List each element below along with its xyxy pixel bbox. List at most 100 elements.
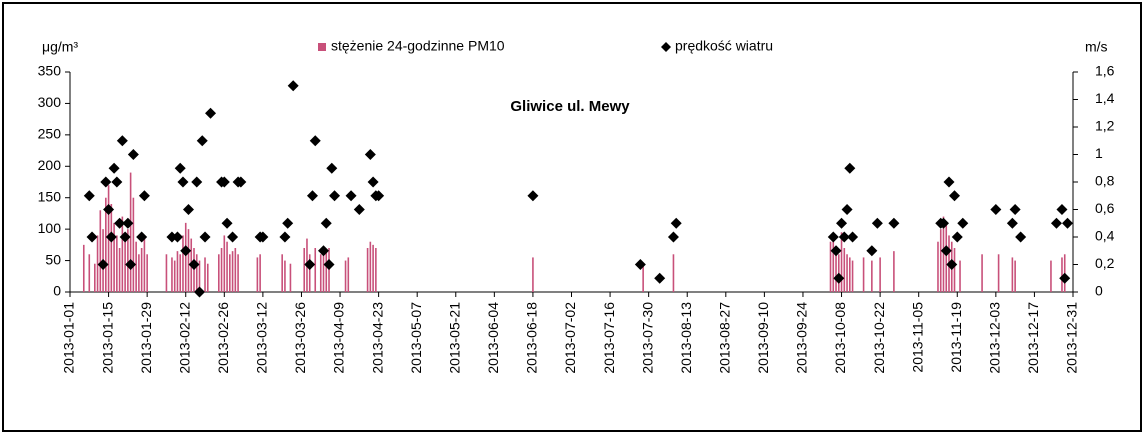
point	[667, 231, 679, 243]
bar	[939, 229, 942, 292]
point	[1061, 217, 1073, 229]
x-tick-label: 2013-06-04	[485, 302, 501, 374]
point	[105, 231, 117, 243]
point	[116, 135, 128, 147]
point	[364, 149, 376, 160]
bar	[82, 244, 85, 292]
point	[180, 245, 192, 257]
bar	[116, 235, 118, 292]
bar	[220, 248, 223, 292]
x-tick-label: 2013-08-27	[717, 302, 733, 374]
chart-title: Gliwice ul. Mewy	[510, 98, 630, 115]
point	[326, 162, 338, 174]
x-tick-label: 2013-07-30	[639, 302, 655, 374]
y2-tick-label: 0	[1095, 283, 1103, 299]
point	[937, 217, 949, 229]
point	[373, 190, 385, 202]
x-tick-label: 2013-10-08	[832, 302, 848, 374]
bar	[344, 260, 347, 292]
point	[1006, 217, 1018, 229]
point	[136, 231, 148, 243]
point	[957, 217, 969, 229]
point	[654, 272, 666, 284]
point	[990, 204, 1002, 215]
y-tick-label: 200	[38, 157, 62, 173]
bar	[184, 222, 187, 292]
point	[943, 176, 955, 188]
x-tick-label: 2013-08-13	[678, 302, 694, 374]
bar	[171, 257, 173, 292]
point	[1050, 217, 1062, 229]
point	[199, 231, 211, 243]
point	[196, 135, 208, 147]
y-tick-label: 300	[38, 94, 62, 110]
x-tick-label: 2013-10-22	[871, 302, 887, 374]
bar	[829, 241, 832, 292]
x-tick-label: 2013-12-31	[1064, 302, 1080, 374]
bar	[846, 254, 848, 292]
point	[946, 259, 958, 270]
bar	[303, 248, 306, 292]
point	[1009, 204, 1021, 215]
point	[1015, 231, 1027, 243]
bar	[314, 248, 317, 292]
point	[166, 231, 178, 243]
bar	[88, 254, 91, 292]
point	[114, 217, 126, 229]
point	[1059, 272, 1071, 284]
bar	[281, 254, 283, 292]
point	[949, 190, 961, 202]
x-tick-label: 2013-03-12	[254, 302, 270, 374]
point	[100, 176, 112, 188]
bar	[375, 248, 377, 292]
y2-tick-label: 1	[1095, 145, 1103, 161]
point	[833, 272, 845, 284]
bar	[223, 235, 226, 292]
bar	[124, 241, 126, 292]
point	[194, 286, 206, 298]
bar	[843, 248, 846, 292]
bar	[146, 254, 148, 292]
bar	[118, 248, 121, 292]
y2-tick-label: 1,2	[1095, 118, 1115, 134]
bar	[893, 251, 895, 292]
point	[318, 245, 330, 257]
y-axis-label: μg/m³	[42, 39, 78, 55]
y2-axis-label: m/s	[1085, 39, 1108, 55]
point	[871, 217, 883, 229]
x-tick-label: 2013-06-18	[524, 302, 540, 374]
point	[188, 259, 200, 270]
point	[108, 162, 120, 174]
bar	[234, 248, 237, 292]
bar	[347, 257, 350, 292]
x-tick-label: 2013-05-21	[446, 302, 462, 374]
bar	[140, 248, 143, 292]
legend-label: stężenie 24-godzinne PM10	[331, 38, 505, 54]
bar	[642, 263, 644, 292]
bar	[1061, 257, 1063, 292]
point	[218, 176, 230, 188]
bar	[93, 263, 96, 292]
bar	[871, 260, 873, 292]
x-tick-label: 2013-07-02	[562, 302, 578, 374]
point	[841, 204, 853, 215]
bar	[372, 244, 374, 292]
bar	[198, 260, 201, 292]
bar	[105, 197, 107, 292]
y2-tick-label: 1,6	[1095, 63, 1115, 79]
bar	[289, 263, 292, 292]
bar	[1014, 260, 1016, 292]
point	[345, 190, 357, 202]
point	[221, 217, 233, 229]
bar	[532, 257, 534, 292]
bar	[369, 241, 372, 292]
point	[329, 190, 341, 202]
legend-swatch	[318, 43, 326, 51]
bar	[945, 222, 948, 292]
bar	[179, 254, 182, 292]
bar	[942, 216, 945, 292]
point	[235, 176, 247, 188]
x-tick-label: 2013-03-26	[292, 302, 308, 374]
bar	[195, 254, 198, 292]
